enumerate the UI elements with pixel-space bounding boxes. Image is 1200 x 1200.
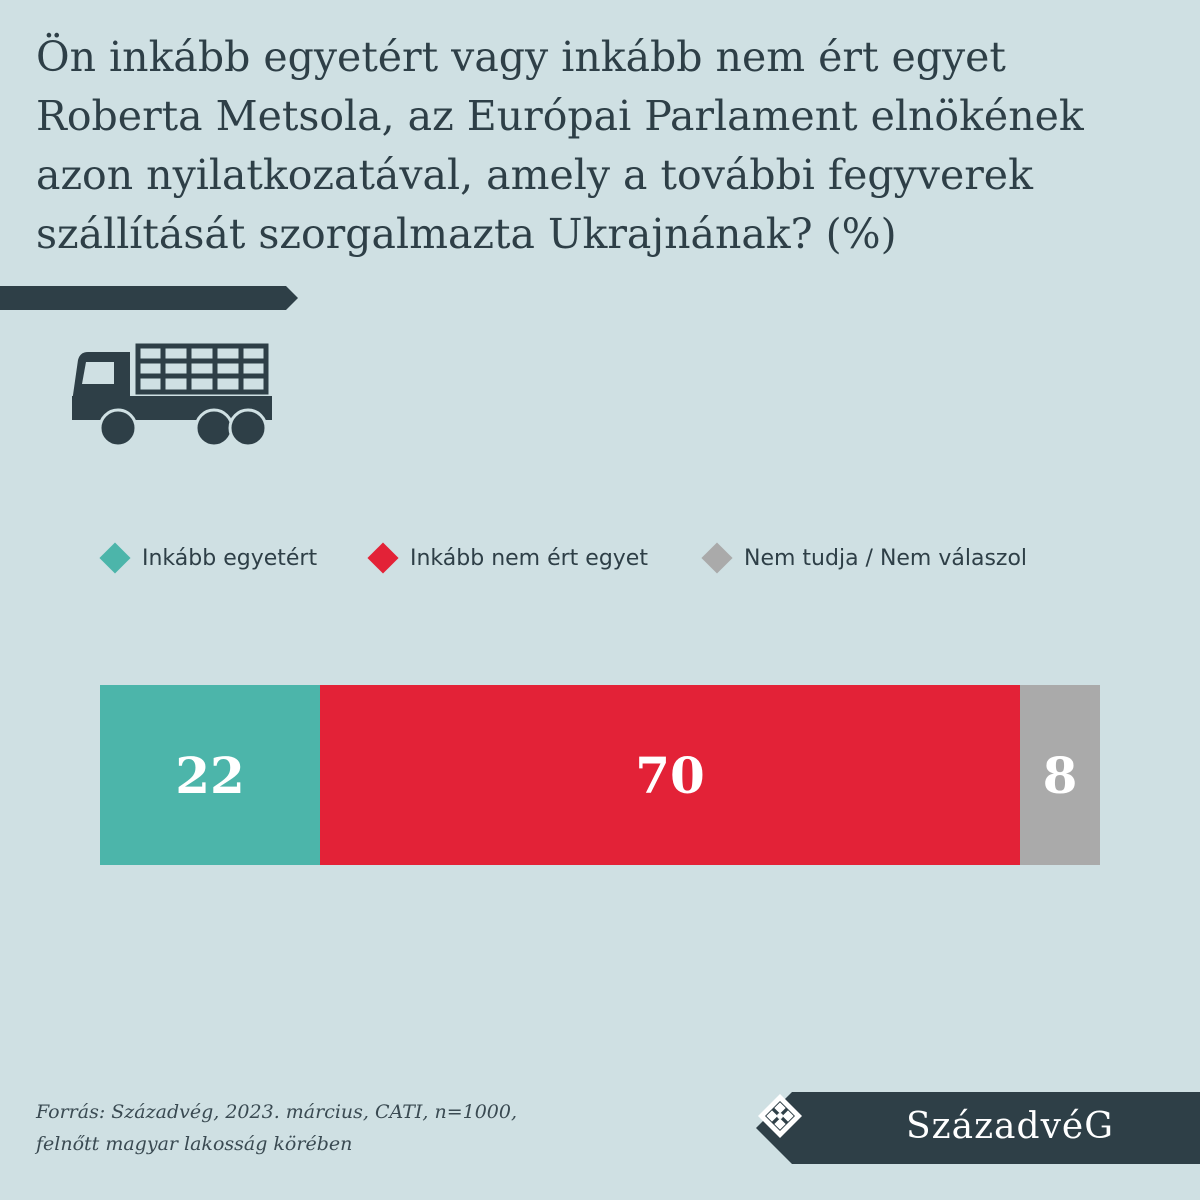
title-line: azon nyilatkozatával, amely a további fe… (36, 151, 1033, 199)
legend-label-unknown: Nem tudja / Nem válaszol (744, 545, 1028, 571)
legend-marker-disagree (367, 542, 399, 574)
source-note: Forrás: Századvég, 2023. március, CATI, … (36, 1096, 517, 1160)
bar-segment-2: 8 (1020, 685, 1100, 865)
bar-value-label: 70 (635, 745, 705, 805)
bar-segment-1: 70 (320, 685, 1020, 865)
title-line: szállítását szorgalmazta Ukrajnának? (%) (36, 210, 897, 258)
source-line: felnőtt magyar lakosság körében (36, 1133, 353, 1155)
diamond-emblem-icon (758, 1094, 802, 1138)
title-line: Ön inkább egyetért vagy inkább nem ért e… (36, 33, 1006, 81)
logo-text: SzázadvéG (906, 1106, 1114, 1147)
legend-item-disagree: Inkább nem ért egyet (367, 540, 648, 576)
legend-marker-unknown (701, 542, 733, 574)
legend-label-disagree: Inkább nem ért egyet (410, 545, 648, 571)
logo-background (756, 1092, 1200, 1164)
title-line: Roberta Metsola, az Európai Parlament el… (36, 92, 1084, 140)
logo: SzázadvéG (756, 1092, 1200, 1164)
bar-segment-0: 22 (100, 685, 320, 865)
bar-value-label: 8 (1042, 745, 1078, 805)
chart-title: Ön inkább egyetért vagy inkább nem ért e… (36, 28, 1176, 264)
bar-value-label: 22 (175, 745, 245, 805)
truck-icon (72, 343, 272, 448)
source-line: Forrás: Századvég, 2023. március, CATI, … (36, 1101, 518, 1123)
legend-label-agree: Inkább egyetért (142, 545, 318, 571)
legend-marker-agree (99, 542, 131, 574)
legend-item-agree: Inkább egyetért (99, 540, 318, 576)
stacked-bar-chart: 22 70 8 (100, 685, 1100, 865)
accent-bar (0, 286, 298, 310)
legend-item-unknown: Nem tudja / Nem válaszol (701, 540, 1028, 576)
